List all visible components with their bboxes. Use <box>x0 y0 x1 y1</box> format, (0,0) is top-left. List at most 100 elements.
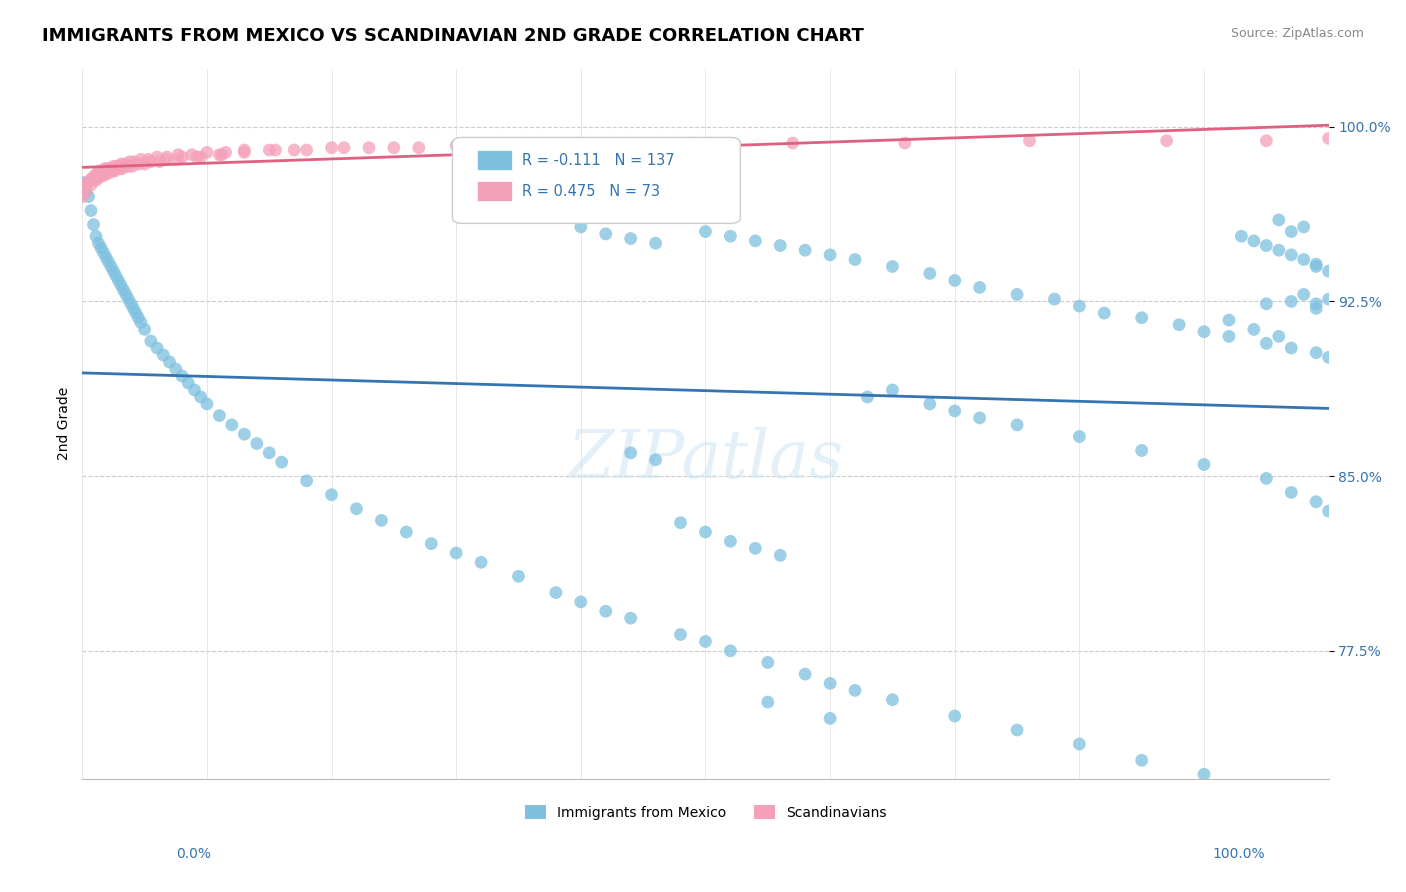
Point <box>233 143 256 157</box>
Point <box>129 153 152 167</box>
Point <box>695 225 717 239</box>
Point <box>1043 292 1066 306</box>
Point <box>114 157 136 171</box>
Point <box>97 255 120 269</box>
Point <box>1230 229 1253 244</box>
Point <box>84 173 107 187</box>
Point <box>283 143 305 157</box>
Point <box>82 171 104 186</box>
Point <box>1069 429 1091 443</box>
Point <box>333 141 356 155</box>
Point <box>165 362 187 376</box>
Point <box>457 138 479 153</box>
Point <box>918 267 941 281</box>
Point <box>96 161 118 176</box>
Point <box>94 250 117 264</box>
Point <box>270 455 292 469</box>
Point <box>769 549 792 563</box>
Point <box>1018 134 1040 148</box>
Point <box>214 145 236 160</box>
Point <box>118 154 141 169</box>
Point <box>295 143 318 157</box>
Point <box>110 157 132 171</box>
Point <box>124 154 146 169</box>
Point <box>75 185 97 199</box>
Point <box>1156 134 1178 148</box>
Point <box>1292 287 1315 301</box>
Point <box>112 283 135 297</box>
Point <box>115 287 138 301</box>
Point <box>818 676 841 690</box>
Point <box>1279 248 1302 262</box>
Point <box>122 301 145 316</box>
Point <box>1130 443 1153 458</box>
Point <box>117 159 139 173</box>
Text: Source: ZipAtlas.com: Source: ZipAtlas.com <box>1230 27 1364 40</box>
Point <box>84 229 107 244</box>
Point <box>146 150 169 164</box>
Point <box>104 164 127 178</box>
Point <box>195 145 218 160</box>
Point <box>1192 458 1215 472</box>
Point <box>856 390 879 404</box>
Point <box>83 169 105 183</box>
Point <box>1192 325 1215 339</box>
Point <box>669 627 692 641</box>
Point <box>177 376 200 390</box>
Point <box>1256 297 1278 311</box>
Legend: Immigrants from Mexico, Scandinavians: Immigrants from Mexico, Scandinavians <box>519 799 891 825</box>
Point <box>125 306 148 320</box>
Point <box>544 585 567 599</box>
Point <box>86 166 108 180</box>
Text: 0.0%: 0.0% <box>176 847 211 861</box>
Point <box>744 541 766 556</box>
Point <box>246 436 269 450</box>
Point <box>1305 494 1327 508</box>
Point <box>1268 243 1291 257</box>
Point <box>117 292 139 306</box>
Point <box>139 154 162 169</box>
FancyBboxPatch shape <box>453 137 741 223</box>
Point <box>167 147 190 161</box>
Point <box>682 136 704 150</box>
Point <box>346 501 368 516</box>
Point <box>595 604 617 618</box>
Point <box>211 147 233 161</box>
Point <box>104 268 127 283</box>
Point <box>370 513 392 527</box>
Y-axis label: 2nd Grade: 2nd Grade <box>58 387 72 460</box>
Point <box>120 297 142 311</box>
Point <box>73 180 96 194</box>
Point <box>756 695 779 709</box>
Point <box>1292 219 1315 234</box>
Point <box>105 159 128 173</box>
Point <box>470 555 492 569</box>
Point <box>1069 299 1091 313</box>
Point <box>93 169 115 183</box>
Point <box>718 229 741 244</box>
Point <box>1069 737 1091 751</box>
Point <box>72 176 94 190</box>
Point <box>844 252 866 267</box>
Point <box>756 656 779 670</box>
Point <box>882 383 904 397</box>
Point <box>79 173 101 187</box>
Point <box>134 157 156 171</box>
Point <box>669 516 692 530</box>
Point <box>93 161 115 176</box>
Point <box>321 488 343 502</box>
Point <box>1268 329 1291 343</box>
Point <box>620 446 643 460</box>
Point <box>77 189 100 203</box>
Point <box>159 355 181 369</box>
Point <box>195 397 218 411</box>
Point <box>166 153 188 167</box>
Point <box>321 141 343 155</box>
Point <box>93 245 115 260</box>
Point <box>644 236 666 251</box>
Point <box>1092 306 1115 320</box>
Point <box>1305 260 1327 274</box>
Point <box>1130 753 1153 767</box>
Point <box>882 692 904 706</box>
Point <box>139 334 162 348</box>
